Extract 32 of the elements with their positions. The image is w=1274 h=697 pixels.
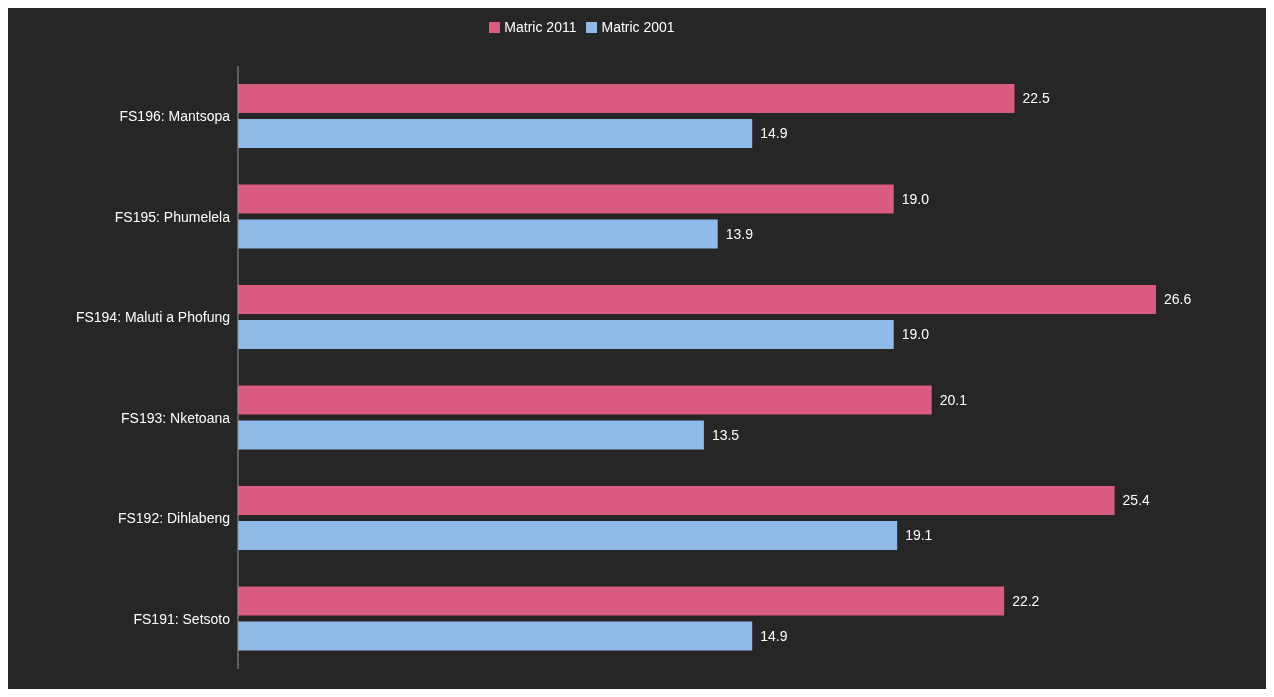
bar — [238, 385, 932, 415]
bar — [238, 219, 718, 249]
bar — [238, 84, 1015, 114]
y-tick-label: FS193: Nketoana — [121, 409, 231, 426]
bar — [238, 621, 753, 651]
bar — [238, 119, 753, 149]
bar — [238, 184, 894, 214]
bar — [238, 285, 1156, 315]
bar — [238, 521, 898, 551]
y-tick-label: FS195: Phumelela — [114, 208, 231, 225]
bar — [238, 420, 704, 450]
y-tick-label: FS192: Dihlabeng — [117, 510, 230, 527]
data-label: 22.2 — [1012, 592, 1040, 609]
y-tick-label: FS191: Setsoto — [133, 610, 231, 627]
y-tick-label: FS196: Mantsopa — [119, 108, 231, 125]
data-label: 14.9 — [760, 125, 788, 142]
bar — [238, 320, 894, 350]
data-label: 20.1 — [939, 391, 968, 408]
data-label: 19.0 — [901, 326, 930, 343]
data-label: 13.5 — [711, 426, 740, 443]
bar — [238, 486, 1115, 516]
data-label: 26.6 — [1164, 291, 1192, 308]
data-label: 19.0 — [901, 190, 930, 207]
data-label: 22.5 — [1022, 90, 1050, 107]
data-label: 25.4 — [1122, 492, 1151, 509]
data-label: 13.9 — [725, 225, 754, 242]
data-label: 14.9 — [760, 627, 788, 644]
legend-label: Matric 2011 — [504, 19, 577, 35]
bar — [238, 586, 1005, 616]
data-label: 19.1 — [905, 527, 933, 544]
y-tick-label: FS194: Maluti a Phofung — [75, 309, 230, 326]
legend-label: Matric 2001 — [601, 19, 675, 35]
